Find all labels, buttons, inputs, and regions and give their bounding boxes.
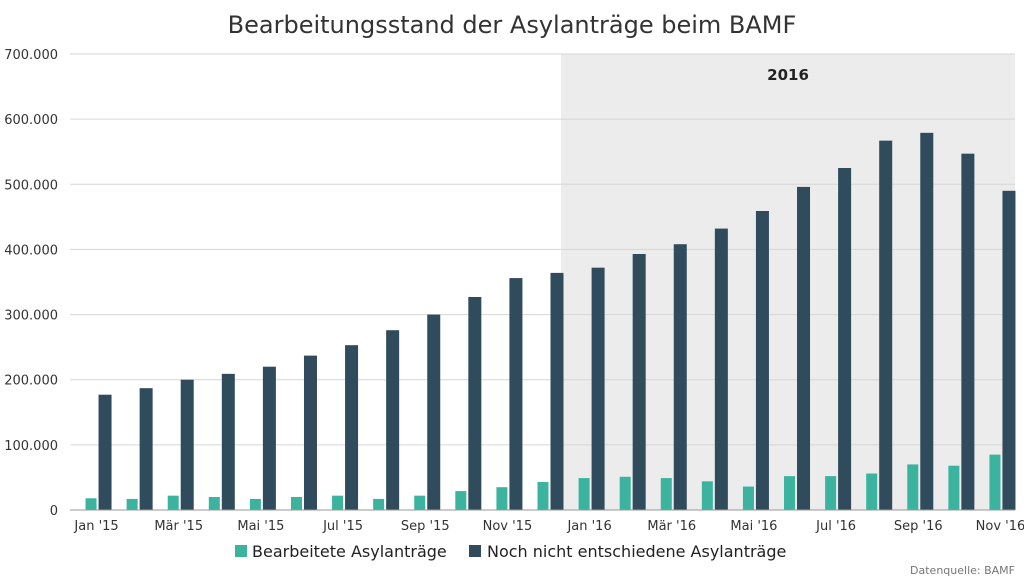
bar-offen: [262, 366, 276, 510]
bar-bearbeitete: [660, 478, 672, 510]
x-tick-label: Sep '15: [401, 519, 450, 534]
x-tick-label: Jul '15: [322, 519, 363, 534]
bar-offen: [468, 296, 482, 510]
bar-offen: [797, 186, 811, 511]
bar-bearbeitete: [208, 496, 220, 510]
y-tick-label: 500.000: [4, 178, 58, 193]
x-tick-label: Nov '16: [976, 519, 1024, 534]
bar-offen: [180, 379, 194, 510]
bar-offen: [591, 267, 605, 510]
bar-bearbeitete: [290, 496, 302, 510]
bar-bearbeitete: [537, 481, 549, 510]
bar-offen: [303, 355, 317, 510]
bar-offen: [345, 345, 359, 510]
x-tick-label: Sep '16: [894, 519, 943, 534]
x-tick-label: Jan '16: [566, 519, 611, 534]
bar-offen: [920, 132, 934, 510]
bar-bearbeitete: [619, 476, 631, 510]
y-tick-label: 600.000: [4, 113, 58, 128]
bar-bearbeitete: [332, 495, 344, 510]
bar-offen: [386, 330, 400, 510]
bar-offen: [509, 278, 523, 510]
x-tick-label: Jul '16: [815, 519, 856, 534]
legend-label-offen[interactable]: Noch nicht entschiedene Asylanträge: [487, 542, 786, 561]
bar-bearbeitete: [167, 495, 179, 510]
bar-bearbeitete: [249, 498, 261, 510]
bar-offen: [221, 373, 235, 510]
legend-swatch-bearbeitete: [235, 545, 247, 557]
bar-bearbeitete: [496, 487, 508, 510]
bar-bearbeitete: [784, 476, 796, 510]
year-2016-shaded-region: [561, 54, 1015, 510]
y-tick-label: 0: [50, 504, 58, 519]
bar-bearbeitete: [455, 491, 467, 510]
x-tick-label: Mär '16: [647, 519, 696, 534]
bar-offen: [632, 253, 646, 510]
y-tick-label: 400.000: [4, 243, 58, 258]
x-tick-label: Nov '15: [483, 519, 533, 534]
bar-bearbeitete: [701, 481, 713, 510]
bar-offen: [961, 153, 975, 510]
bar-offen: [98, 394, 112, 510]
bar-offen: [427, 314, 441, 510]
bar-offen: [673, 244, 687, 510]
bar-offen: [838, 168, 852, 510]
bar-bearbeitete: [866, 473, 878, 510]
bar-offen: [550, 272, 564, 510]
bar-offen: [139, 388, 153, 510]
y-tick-label: 300.000: [4, 309, 58, 324]
bar-offen: [879, 140, 893, 510]
bar-bearbeitete: [989, 454, 1001, 510]
x-tick-label: Mär '15: [154, 519, 203, 534]
bar-bearbeitete: [825, 476, 837, 510]
bar-offen: [1002, 190, 1016, 511]
bar-bearbeitete: [126, 498, 138, 510]
legend-swatch-offen: [469, 545, 481, 557]
x-tick-label: Mai '16: [730, 519, 777, 534]
chart-title: Bearbeitungsstand der Asylanträge beim B…: [228, 11, 797, 39]
legend: Bearbeitete Asylanträge Noch nicht entsc…: [235, 542, 786, 561]
y-tick-label: 100.000: [4, 439, 58, 454]
bar-offen: [755, 210, 769, 510]
bar-bearbeitete: [907, 464, 919, 510]
bar-bearbeitete: [578, 478, 590, 510]
bar-bearbeitete: [948, 465, 960, 510]
bar-bearbeitete: [373, 498, 385, 510]
x-tick-label: Jan '15: [73, 519, 118, 534]
bar-bearbeitete: [742, 486, 754, 510]
y-tick-label: 200.000: [4, 374, 58, 389]
bar-bearbeitete: [414, 495, 426, 510]
legend-label-bearbeitete[interactable]: Bearbeitete Asylanträge: [252, 542, 447, 561]
annotation-2016: 2016: [767, 66, 809, 84]
source-note: Datenquelle: BAMF: [910, 564, 1015, 577]
x-tick-label: Mai '15: [237, 519, 284, 534]
y-tick-label: 700.000: [4, 48, 58, 63]
bar-bearbeitete: [85, 498, 97, 510]
bar-offen: [714, 228, 728, 510]
